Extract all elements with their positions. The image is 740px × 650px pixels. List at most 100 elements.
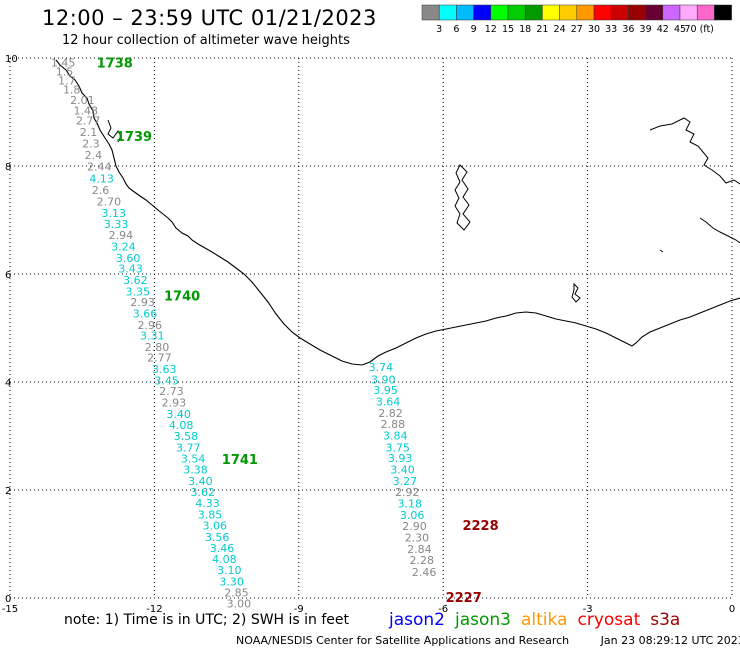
map-grid [9, 57, 733, 599]
swh-value: 3.10 [217, 564, 242, 577]
swh-value: 3.46 [210, 542, 235, 555]
swh-value: 2.90 [402, 520, 427, 533]
legend-altika: altika [521, 610, 568, 630]
colorbar-label: 12 [485, 24, 497, 35]
swh-value: 2.30 [405, 532, 430, 545]
swh-value: 3.27 [393, 475, 418, 488]
swh-value: 3.33 [104, 218, 129, 231]
swh-value: 3.13 [101, 207, 126, 220]
page-title: 12:00 – 23:59 UTC 01/21/2023 [42, 6, 377, 30]
colorbar-label: 33 [605, 24, 617, 35]
coastline-northeast [649, 117, 740, 185]
colorbar-label: 24 [554, 24, 566, 35]
swh-value: 1.7 [58, 75, 75, 88]
swh-value: 3.84 [383, 429, 408, 442]
swh-value: 2.93 [162, 397, 187, 410]
timestamp-text: Jan 23 08:29:12 UTC 2023 [600, 634, 740, 647]
island-north [454, 164, 471, 231]
swh-value: 2.96 [138, 319, 163, 332]
swh-value: 3.64 [376, 395, 401, 408]
swh-value: 4.08 [169, 419, 194, 432]
credit-text: NOAA/NESDIS Center for Satellite Applica… [236, 634, 570, 647]
swh-value: 3.06 [203, 520, 228, 533]
swh-value: 3.31 [140, 330, 165, 343]
swh-value: 3.93 [388, 452, 413, 465]
swh-value: 1.8 [63, 83, 81, 96]
swh-value: 3.74 [369, 361, 394, 374]
page-subtitle: 12 hour collection of altimeter wave hei… [62, 33, 350, 48]
altimeter-points: 1.451.51.71.82.011.482.772.12.32.42.444.… [51, 56, 499, 610]
coastline [55, 59, 740, 366]
swh-value: 2.88 [381, 418, 406, 431]
swh-value: 2.94 [109, 229, 134, 242]
y-tick-label: 2 [5, 486, 11, 497]
track-time-label: 2228 [462, 519, 498, 534]
colorbar-label: 42 [657, 24, 669, 35]
legend-jason2: jason2 [389, 610, 445, 630]
swh-value: 3.77 [176, 441, 201, 454]
swh-value: 3.62 [191, 486, 216, 499]
track-time-label: 1738 [97, 56, 133, 71]
y-tick-label: 8 [5, 162, 11, 173]
swh-value: 3.30 [219, 575, 244, 588]
swh-value: 4.13 [89, 172, 114, 185]
colorbar-label: 30 [588, 24, 600, 35]
y-tick-label: 4 [5, 378, 11, 389]
axis-tick-labels: -15 -12 -9 -6 -3 0 0 2 4 6 8 10 [2, 54, 735, 615]
swh-value: 2.4 [85, 149, 103, 162]
swh-value: 3.85 [198, 508, 223, 521]
swh-value: 3.66 [133, 307, 158, 320]
y-tick-label: 0 [5, 594, 11, 605]
x-tick-label: -12 [146, 604, 162, 615]
swh-value: 3.95 [373, 384, 398, 397]
note-text: note: 1) Time is in UTC; 2) SWH is in fe… [64, 612, 350, 628]
swh-value: 3.75 [385, 441, 410, 454]
satellite-legend: jason2 jason3 altika cryosat s3a [389, 610, 680, 630]
colorbar-label: 39 [640, 24, 652, 35]
y-tick-label: 10 [5, 54, 18, 65]
swh-value: 2.3 [82, 137, 100, 150]
swh-value: 3.43 [118, 263, 143, 276]
swh-value: 3.62 [123, 274, 148, 287]
swh-value: 1.48 [74, 104, 99, 117]
coastline-main [55, 59, 740, 366]
track-time-label: 1739 [116, 130, 152, 145]
legend-jason3: jason3 [455, 610, 511, 630]
colorbar-label: 6 [453, 24, 459, 35]
swh-value: 3.18 [397, 498, 422, 511]
swh-value: 4.33 [195, 497, 220, 510]
swh-value: 3.90 [371, 373, 396, 386]
colorbar-label: 18 [519, 24, 531, 35]
swh-value: 1.5 [56, 66, 74, 79]
legend-cryosat: cryosat [577, 610, 641, 630]
swh-value: 3.38 [183, 463, 208, 476]
track-time-label: 2227 [446, 591, 482, 606]
colorbar-label: 70 (ft) [684, 24, 713, 35]
swh-value: 3.06 [400, 509, 425, 522]
swh-value: 2.44 [87, 161, 112, 174]
track-time-label: 1740 [164, 290, 200, 305]
swh-value: 2.85 [224, 587, 249, 600]
legend-s3a: s3a [650, 610, 681, 630]
swh-value: 2.6 [92, 184, 110, 197]
swh-value: 3.58 [174, 430, 199, 443]
x-tick-label: -9 [294, 604, 304, 615]
colorbar-label: 15 [502, 24, 514, 35]
swh-value: 3.40 [166, 408, 191, 421]
swh-value: 3.45 [154, 374, 179, 387]
islet-east [659, 249, 664, 253]
swh-value: 2.82 [378, 407, 403, 420]
swh-value: 2.46 [412, 566, 437, 579]
swh-value: 3.24 [111, 240, 136, 253]
coastline-east [699, 217, 740, 244]
x-tick-label: -3 [583, 604, 593, 615]
island-east [571, 282, 581, 303]
swh-value: 2.77 [76, 115, 101, 128]
swh-value: 2.93 [130, 296, 155, 309]
track-time-label: 1741 [222, 453, 258, 468]
swh-value: 2.92 [395, 486, 420, 499]
swh-value: 3.63 [152, 363, 177, 376]
swh-value: 3.00 [227, 597, 252, 610]
